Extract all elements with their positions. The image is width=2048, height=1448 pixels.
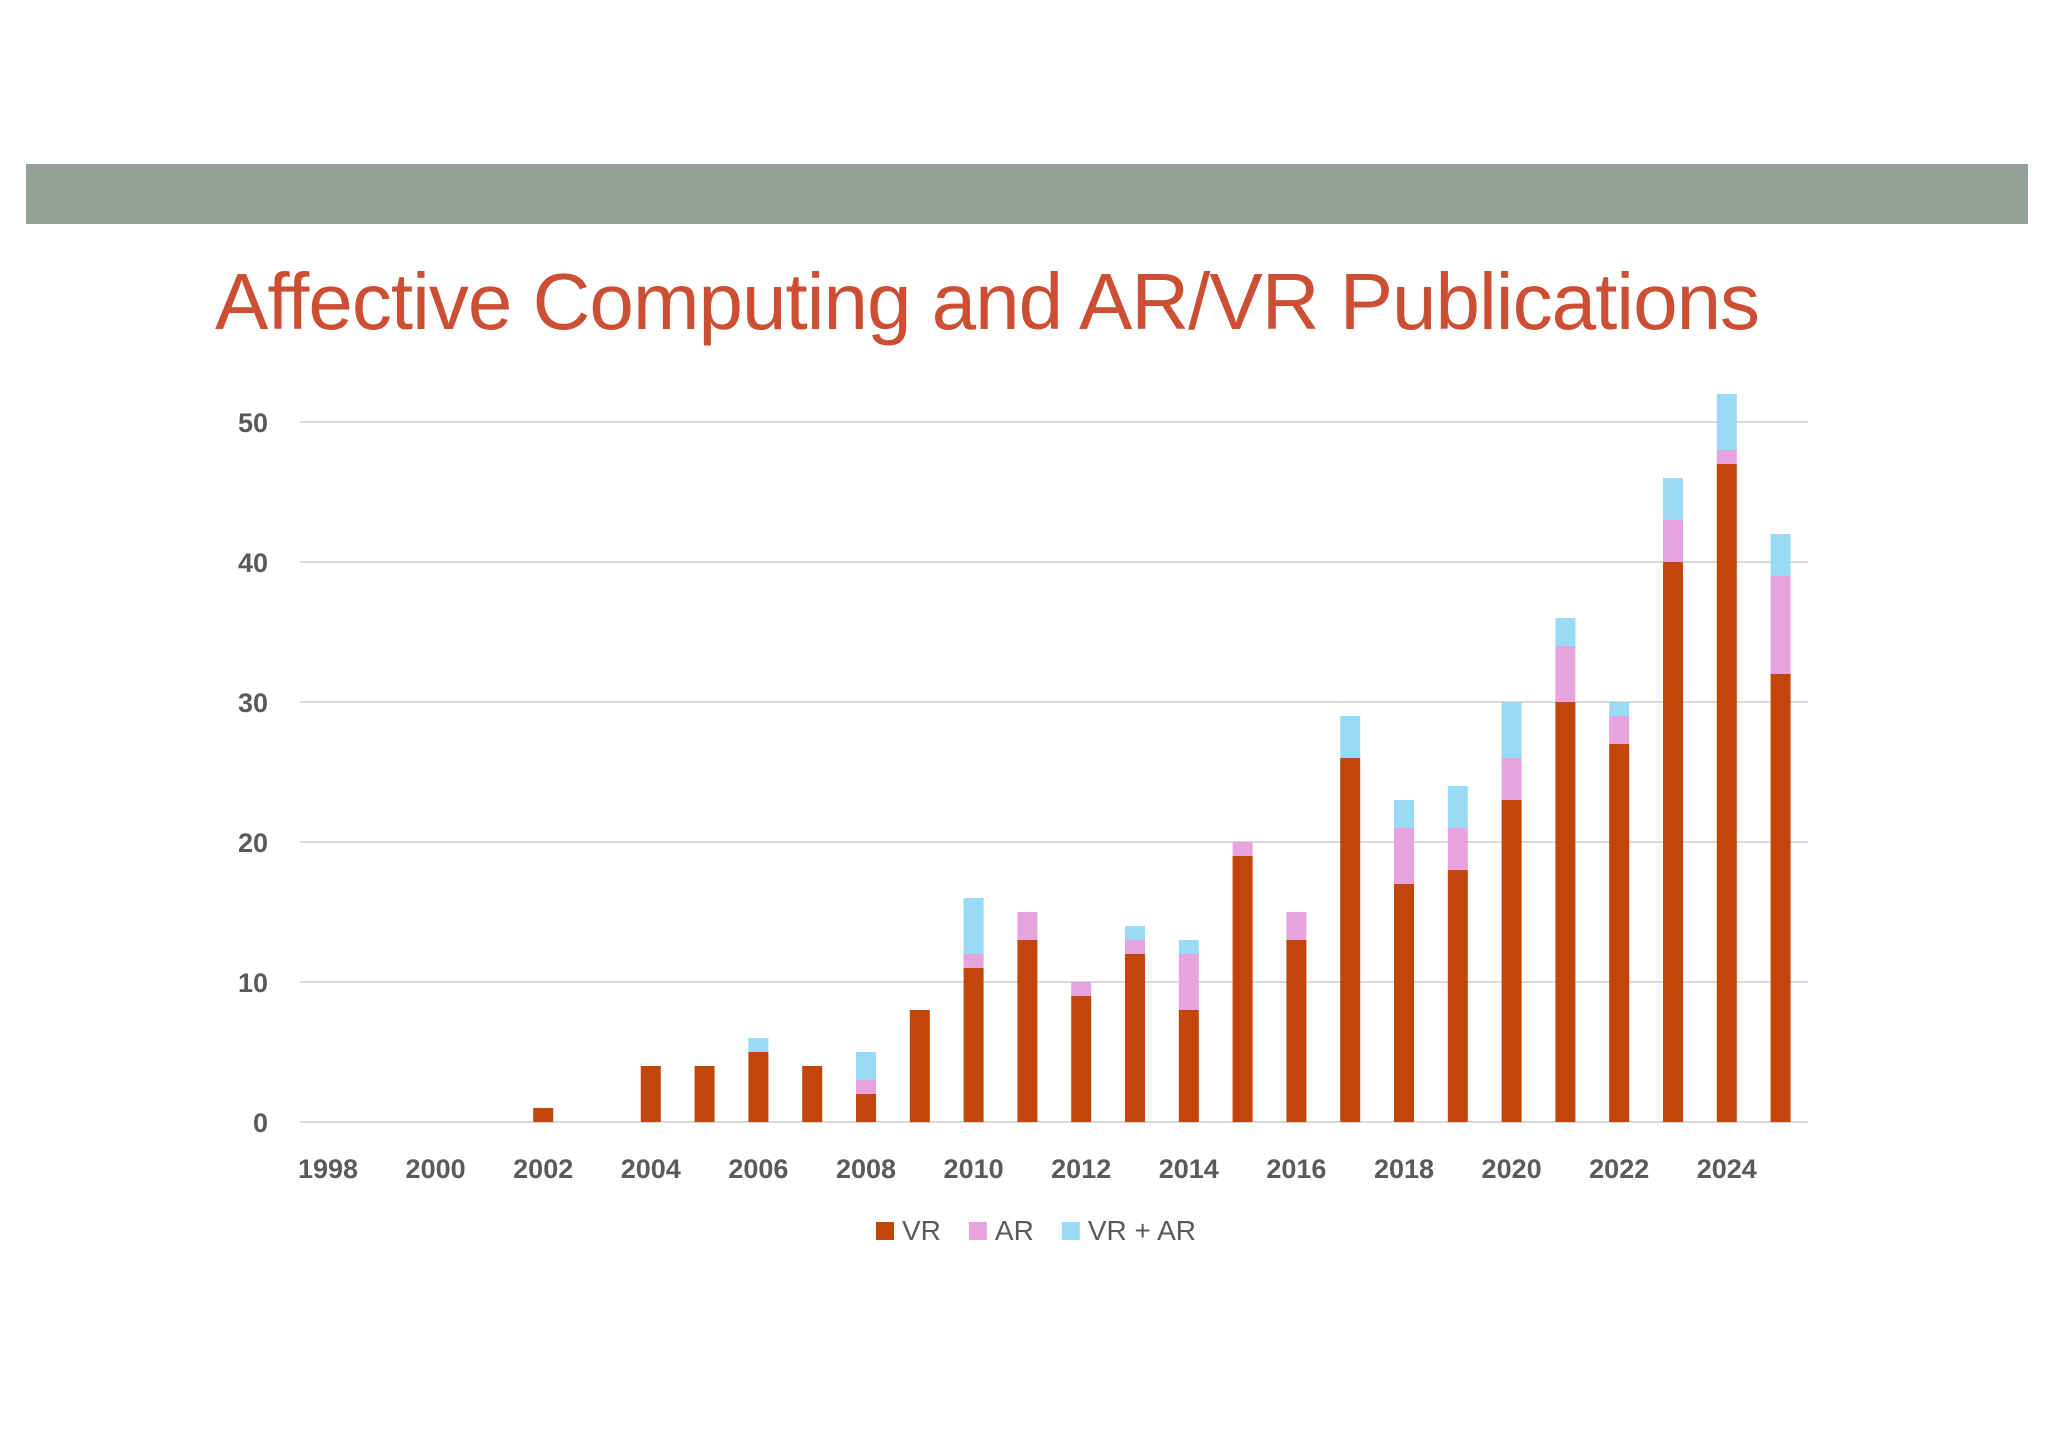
bars (533, 394, 1791, 1122)
x-tick-label: 2016 (1266, 1154, 1326, 1184)
bar-vr-2016 (1286, 940, 1307, 1122)
bar-vrar-2014 (1178, 940, 1199, 954)
legend-swatch (876, 1222, 894, 1240)
bar-vr-2018 (1394, 884, 1414, 1122)
bar-ar-2008 (856, 1080, 876, 1094)
bar-vrar-2025 (1770, 534, 1791, 576)
x-tick-label: 2002 (513, 1154, 573, 1184)
legend-label: VR + AR (1088, 1215, 1196, 1246)
bar-vrar-2023 (1663, 478, 1683, 520)
bar-vrar-2008 (856, 1052, 876, 1080)
gridlines (300, 421, 1808, 1123)
y-tick-label: 10 (238, 968, 268, 998)
x-tick-label: 2024 (1697, 1154, 1757, 1184)
x-tick-label: 2008 (836, 1154, 896, 1184)
bar-vrar-2006 (748, 1038, 769, 1052)
bar-ar-2016 (1286, 912, 1307, 940)
bar-vr-2002 (533, 1108, 554, 1122)
legend-swatch (1061, 1222, 1080, 1240)
x-tick-label: 2000 (406, 1154, 466, 1184)
x-tick-label: 2004 (621, 1154, 681, 1184)
bar-vr-2010 (963, 968, 984, 1122)
bar-ar-2011 (1017, 912, 1038, 940)
bar-vr-2005 (694, 1066, 715, 1122)
bar-vr-2008 (856, 1094, 876, 1122)
bar-vr-2015 (1232, 856, 1253, 1122)
bar-ar-2010 (963, 954, 984, 968)
bar-vrar-2010 (963, 898, 984, 954)
bar-vrar-2022 (1609, 702, 1630, 716)
bar-vr-2012 (1071, 996, 1092, 1122)
bar-vrar-2024 (1716, 394, 1737, 450)
x-tick-label: 2020 (1482, 1154, 1542, 1184)
bar-ar-2014 (1178, 954, 1199, 1010)
bar-vr-2023 (1663, 562, 1683, 1122)
bar-ar-2012 (1071, 982, 1092, 996)
bar-vr-2025 (1770, 674, 1791, 1122)
bar-ar-2024 (1716, 450, 1737, 464)
x-tick-label: 2010 (944, 1154, 1004, 1184)
bar-ar-2023 (1663, 520, 1683, 562)
bar-ar-2020 (1501, 758, 1522, 800)
y-tick-label: 30 (238, 688, 268, 718)
bar-vr-2021 (1555, 702, 1576, 1122)
bar-vrar-2013 (1125, 926, 1145, 940)
bar-vr-2009 (909, 1010, 930, 1122)
legend-label: VR (902, 1215, 941, 1246)
bar-vr-2019 (1447, 870, 1468, 1122)
bar-vrar-2020 (1501, 702, 1522, 758)
bar-vr-2011 (1017, 940, 1038, 1122)
x-tick-label: 1998 (298, 1154, 358, 1184)
y-tick-label: 50 (238, 408, 268, 438)
bar-vrar-2017 (1340, 716, 1361, 758)
bar-vr-2022 (1609, 744, 1630, 1122)
y-tick-label: 40 (238, 548, 268, 578)
x-tick-label: 2014 (1159, 1154, 1219, 1184)
bar-ar-2018 (1394, 828, 1414, 884)
y-tick-label: 0 (253, 1108, 268, 1138)
bar-vrar-2018 (1394, 800, 1414, 828)
legend-label: AR (995, 1215, 1034, 1246)
bar-ar-2015 (1232, 842, 1253, 856)
bar-vr-2020 (1501, 800, 1522, 1122)
bar-vrar-2021 (1555, 618, 1576, 646)
bar-ar-2025 (1770, 576, 1791, 674)
bar-ar-2013 (1125, 940, 1145, 954)
bar-vr-2013 (1125, 954, 1145, 1122)
y-tick-label: 20 (238, 828, 268, 858)
slide-title: Affective Computing and AR/VR Publicatio… (215, 257, 1760, 346)
bar-ar-2021 (1555, 646, 1576, 702)
bar-vr-2024 (1716, 464, 1737, 1122)
bar-vr-2006 (748, 1052, 769, 1122)
bar-ar-2019 (1447, 828, 1468, 870)
bar-vr-2017 (1340, 758, 1361, 1122)
x-axis-ticks: 1998 2000 2002 2004 2006 2008 2010 2012 2014 2016… (298, 1154, 1757, 1184)
bar-vr-2007 (802, 1066, 823, 1122)
x-tick-label: 2012 (1051, 1154, 1111, 1184)
x-tick-label: 2018 (1374, 1154, 1434, 1184)
header-band (26, 164, 2028, 224)
x-tick-label: 2006 (728, 1154, 788, 1184)
legend: VR AR VR + AR (876, 1215, 1196, 1246)
bar-vrar-2019 (1447, 786, 1468, 828)
y-axis-ticks: 0 10 20 30 40 50 (238, 408, 268, 1138)
x-tick-label: 2022 (1589, 1154, 1649, 1184)
bar-vr-2004 (640, 1066, 661, 1122)
bar-vr-2014 (1178, 1010, 1199, 1122)
legend-swatch (968, 1222, 987, 1240)
bar-ar-2022 (1609, 716, 1630, 744)
